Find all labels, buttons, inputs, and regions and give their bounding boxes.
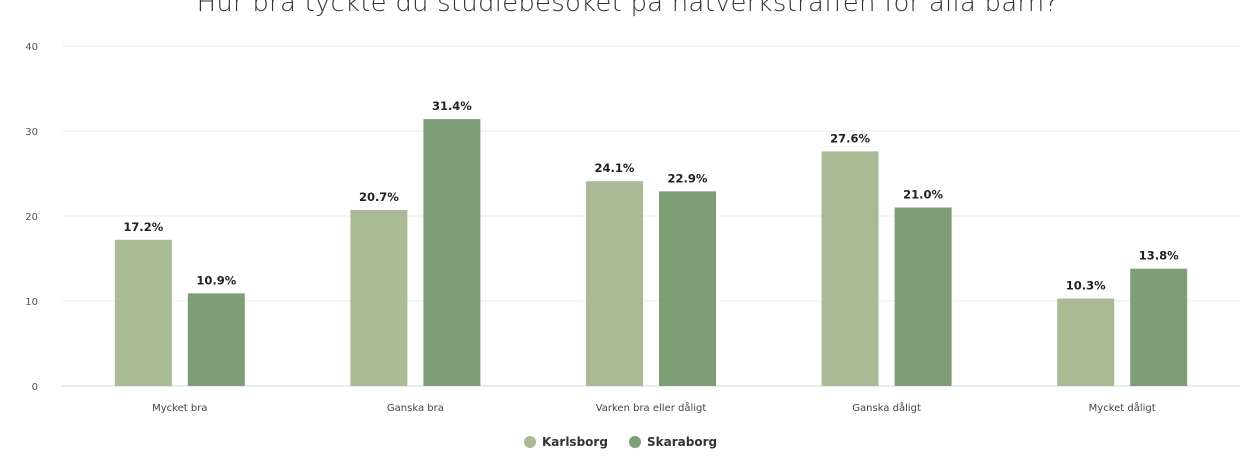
legend-marker	[524, 436, 536, 448]
bar-skaraborg	[1130, 268, 1188, 386]
y-tick-label: 0	[32, 382, 38, 393]
data-label: 22.9%	[668, 171, 708, 185]
x-axis: Mycket bra Ganska bra Varken bra eller dål…	[152, 401, 1156, 414]
data-label: 17.2%	[123, 220, 163, 234]
legend-label: Skaraborg	[647, 435, 717, 449]
y-tick-label: 20	[25, 212, 38, 223]
bar-karlsborg	[114, 239, 172, 386]
data-label: 31.4%	[432, 99, 472, 113]
data-label: 24.1%	[595, 161, 635, 175]
bar-karlsborg	[586, 181, 643, 386]
data-label: 21.0%	[903, 188, 943, 202]
chart-title: Hur bra tyckte du studiebesöket på nätve…	[196, 0, 1059, 18]
x-tick-label: Ganska dåligt	[852, 401, 921, 414]
bar-skaraborg	[894, 207, 952, 386]
x-tick-label: Varken bra eller dåligt	[596, 401, 707, 414]
bar-karlsborg	[1057, 298, 1115, 386]
bar-skaraborg	[659, 191, 716, 386]
data-labels: 17.2% 10.9% 20.7% 31.4% 24.1% 22.9% 27.6% 21.0%…	[123, 99, 1179, 292]
y-axis: 0 10 20 30 40	[25, 42, 38, 393]
y-tick-label: 10	[25, 297, 38, 308]
legend: Karlsborg Skaraborg	[524, 435, 717, 449]
legend-marker	[629, 436, 641, 448]
grid-lines	[62, 45, 1240, 387]
x-tick-label: Ganska bra	[387, 403, 444, 414]
bars	[114, 119, 1188, 386]
x-tick-label: Mycket bra	[152, 403, 207, 414]
bar-karlsborg	[821, 151, 879, 386]
data-label: 27.6%	[830, 131, 870, 145]
legend-item-skaraborg[interactable]: Skaraborg	[629, 435, 717, 449]
data-label: 20.7%	[359, 190, 399, 204]
legend-item-karlsborg[interactable]: Karlsborg	[524, 435, 608, 449]
y-tick-label: 30	[25, 127, 38, 138]
data-label: 10.3%	[1066, 278, 1106, 292]
bar-karlsborg	[350, 210, 408, 386]
legend-label: Karlsborg	[542, 435, 608, 449]
bar-skaraborg	[187, 293, 245, 386]
data-label: 10.9%	[196, 273, 236, 287]
data-label: 13.8%	[1139, 249, 1179, 263]
x-tick-label: Mycket dåligt	[1089, 401, 1156, 414]
y-tick-label: 40	[25, 42, 38, 53]
bar-skaraborg	[423, 119, 481, 386]
